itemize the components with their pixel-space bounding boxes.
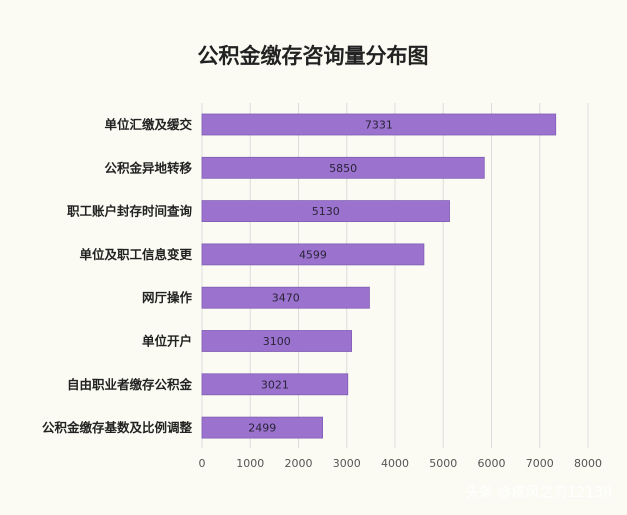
bars: 7331 5850 5130 4599 3470 3100 3021 2499 [201,113,557,439]
bar-value-label: 3100 [263,335,291,348]
bar [201,286,370,309]
x-tick-label: 2000 [285,457,313,470]
x-tick-label: 1000 [236,457,264,470]
x-tick-label: 0 [199,457,206,470]
bar [201,113,557,136]
bar [201,330,352,352]
category-label: 自由职业者缴存公积金 [67,377,193,392]
category-label: 公积金异地转移 [104,160,192,175]
bar [201,416,323,439]
category-label: 网厅操作 [142,290,193,305]
category-label: 公积金缴存基数及比例调整 [42,420,193,435]
x-tick-label: 3000 [333,457,361,470]
grid-lines [201,103,589,448]
bar [201,243,425,266]
x-tick-label: 7000 [526,457,554,470]
x-tick-label: 8000 [574,457,602,470]
category-label: 单位开户 [142,334,192,349]
bar-value-label: 4599 [299,248,327,261]
watermark-text: 头条 @疾风之刃12138 [465,484,612,501]
bar-value-label: 2499 [248,422,276,435]
bar [201,156,485,179]
bar [201,200,450,223]
bar-value-label: 7331 [365,119,393,132]
x-axis-ticks: 0 1000 2000 3000 4000 5000 6000 7000 8000 [199,457,603,470]
x-tick-label: 6000 [478,457,506,470]
category-label: 单位汇缴及缓交 [104,117,192,132]
x-tick-label: 5000 [429,457,457,470]
chart-title: 公积金缴存咨询量分布图 [198,44,429,68]
category-label: 单位及职工信息变更 [79,247,192,262]
bar-value-label: 3470 [272,292,300,305]
bar [201,373,349,396]
category-label: 职工账户封存时间查询 [67,204,193,219]
bar-value-label: 5850 [329,162,357,175]
bar-value-label: 5130 [312,205,340,218]
bar-value-label: 3021 [261,378,289,391]
x-tick-label: 4000 [381,457,409,470]
category-labels: 单位汇缴及缓交公积金异地转移职工账户封存时间查询单位及职工信息变更网厅操作单位开… [42,117,193,435]
